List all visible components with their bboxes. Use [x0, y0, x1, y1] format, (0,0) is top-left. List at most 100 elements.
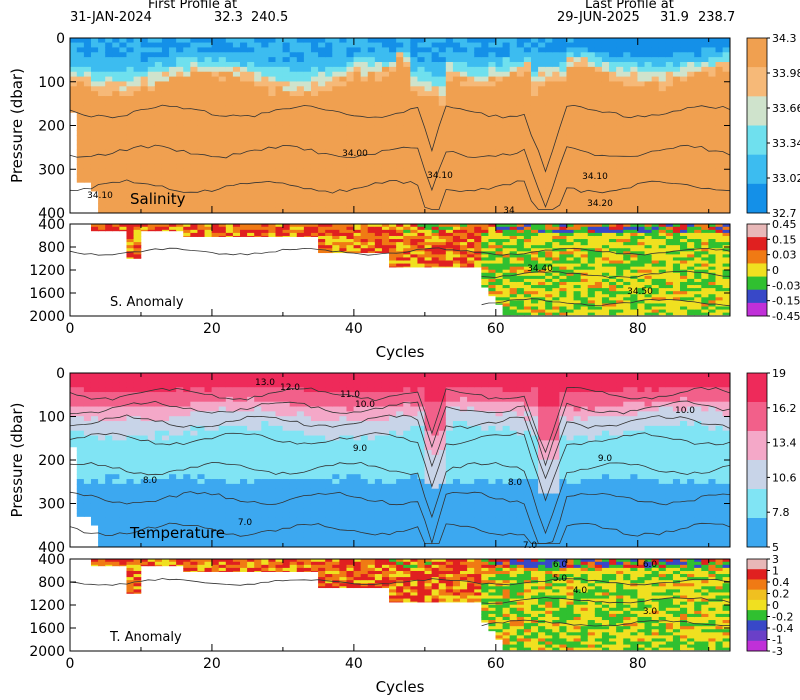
data-cell [467, 86, 475, 92]
data-cell [495, 232, 504, 237]
data-cell [126, 226, 135, 231]
data-cell [218, 110, 227, 117]
data-cell [616, 288, 624, 292]
data-cell [381, 202, 390, 209]
colorbar-label: 32.7 [772, 207, 797, 220]
data-cell [637, 223, 646, 228]
data-cell [389, 178, 397, 185]
data-cell [658, 207, 667, 214]
data-cell [658, 120, 667, 126]
data-cell [310, 57, 319, 63]
data-cell [665, 198, 674, 204]
data-cell [98, 120, 106, 126]
data-cell [218, 37, 227, 44]
data-cell [538, 288, 546, 292]
data-cell [523, 154, 532, 160]
data-cell [367, 144, 376, 151]
data-cell [374, 183, 383, 189]
data-cell [240, 223, 248, 228]
data-cell [98, 105, 106, 112]
data-cell [218, 144, 227, 151]
data-cell [76, 464, 85, 470]
data-cell [396, 149, 404, 155]
data-cell [694, 139, 702, 146]
data-cell [332, 100, 340, 107]
data-cell [687, 245, 695, 249]
data-cell [240, 183, 248, 189]
data-cell [353, 52, 362, 58]
data-cell [609, 115, 617, 121]
data-cell [545, 303, 553, 308]
data-cell [559, 91, 568, 97]
data-cell [310, 110, 319, 117]
data-cell [339, 193, 348, 199]
data-cell [374, 120, 383, 126]
data-cell [332, 42, 340, 49]
data-cell [445, 125, 454, 131]
data-cell [105, 96, 113, 102]
data-cell [76, 115, 85, 121]
data-cell [225, 110, 234, 117]
data-cell [176, 76, 184, 83]
data-cell [552, 239, 560, 243]
data-cell [552, 309, 560, 314]
data-cell [417, 42, 426, 49]
data-cell [83, 392, 92, 398]
data-cell [417, 188, 426, 194]
data-cell [694, 257, 702, 262]
data-cell [126, 47, 135, 53]
data-cell [346, 168, 355, 175]
data-cell [516, 115, 525, 121]
data-cell [552, 149, 560, 155]
data-cell [580, 285, 589, 289]
data-cell [530, 242, 539, 246]
data-cell [680, 242, 688, 246]
data-cell [495, 226, 504, 231]
data-cell [431, 198, 440, 204]
contour-line [69, 247, 731, 256]
data-cell [538, 278, 546, 283]
data-cell [83, 377, 92, 383]
data-cell [438, 76, 447, 83]
data-cell [119, 193, 128, 199]
data-cell [587, 260, 596, 265]
data-cell [218, 232, 227, 237]
data-cell [552, 235, 560, 240]
data-cell [310, 125, 319, 131]
data-cell [332, 57, 340, 63]
data-cell [353, 242, 362, 246]
data-cell [396, 115, 404, 121]
data-cell [69, 62, 78, 68]
data-cell [545, 110, 553, 117]
data-cell [594, 183, 603, 189]
data-cell [665, 178, 674, 185]
data-cell [616, 285, 624, 289]
data-cell [637, 164, 646, 170]
data-cell [630, 81, 639, 87]
colorbar-swatch [747, 237, 767, 251]
data-cell [346, 105, 355, 112]
data-cell [424, 100, 433, 107]
data-cell [410, 235, 419, 240]
data-cell [90, 76, 99, 83]
data-cell [594, 66, 603, 73]
data-cell [183, 144, 191, 151]
first-profile-lon: 240.5 [251, 10, 289, 25]
data-cell [76, 139, 85, 146]
data-cell [389, 260, 397, 265]
data-cell [218, 120, 227, 126]
data-cell [452, 251, 461, 255]
data-cell [460, 245, 468, 249]
data-cell [488, 232, 497, 237]
data-cell [637, 291, 646, 295]
data-cell [687, 173, 695, 180]
data-cell [275, 76, 284, 83]
data-cell [651, 96, 660, 102]
data-cell [133, 130, 142, 136]
data-cell [701, 260, 710, 265]
data-cell [701, 207, 710, 214]
data-cell [296, 149, 305, 155]
data-cell [516, 242, 525, 246]
data-cell [438, 81, 447, 87]
data-cell [637, 263, 646, 268]
